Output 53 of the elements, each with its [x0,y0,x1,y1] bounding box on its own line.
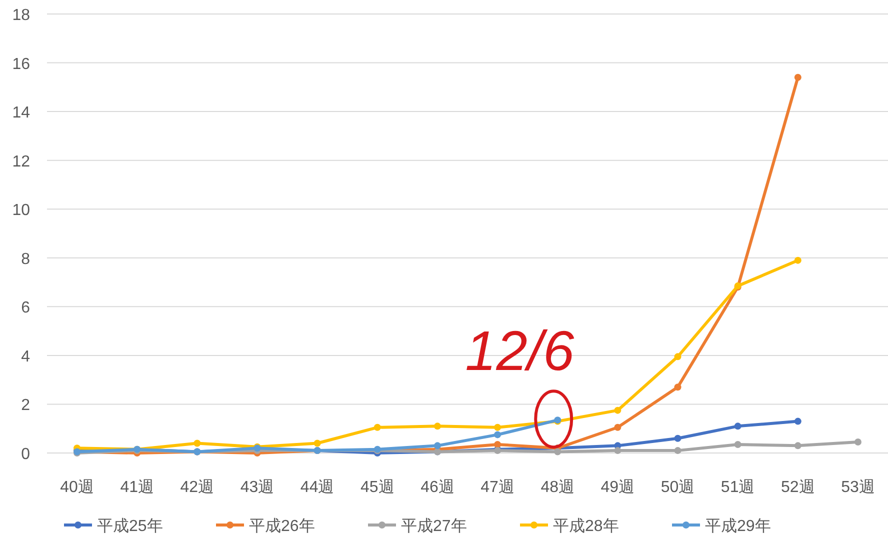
x-tick-label: 45週 [360,479,394,496]
point [674,384,682,391]
y-tick-label: 0 [21,446,30,463]
y-tick-label: 18 [12,7,30,24]
point [554,448,562,456]
y-tick-label: 6 [21,300,30,317]
x-tick-label: 52週 [780,479,815,496]
point [794,256,802,264]
point [434,422,441,430]
x-tick-label: 41週 [120,479,154,496]
point [794,442,802,450]
point [614,447,622,454]
point [854,438,862,446]
point [494,431,502,438]
legend-label: 平成26年 [249,517,315,535]
x-tick-label: 42週 [180,479,214,496]
x-tick-label: 49週 [600,479,635,496]
y-tick-label: 8 [21,250,30,268]
point [494,440,502,448]
y-tick-label: 16 [12,56,30,73]
point [674,353,682,360]
x-tick-label: 44週 [300,479,334,496]
point [734,422,742,430]
x-tick-label: 50週 [660,479,695,496]
annotation: 12/6 [465,319,575,382]
point [734,440,742,448]
x-tick-label: 48週 [540,479,575,496]
x-tick-label: 46週 [420,479,454,496]
y-tick-label: 10 [12,202,30,220]
y-tick-label: 14 [12,104,30,122]
point [614,424,622,431]
point [194,440,201,447]
point [674,434,682,442]
point [434,442,441,450]
legend-label: 平成28年 [553,517,619,535]
legend-label: 平成27年 [401,517,467,535]
point [614,406,622,414]
point [794,418,802,425]
legend-label: 平成29年 [705,517,771,535]
x-tick-label: 40週 [60,479,94,496]
x-tick-label: 53週 [841,479,875,496]
y-tick-label: 4 [21,348,30,366]
point [374,424,381,431]
x-tick-label: 43週 [240,479,274,496]
y-tick-label: 12 [12,153,30,170]
point [674,447,682,454]
point [314,440,321,447]
point [494,424,502,431]
legend-label: 平成25年 [97,517,163,535]
x-tick-label: 51週 [720,479,755,496]
point [794,74,802,81]
x-tick-label: 47週 [480,479,514,496]
y-tick-label: 2 [21,397,30,414]
